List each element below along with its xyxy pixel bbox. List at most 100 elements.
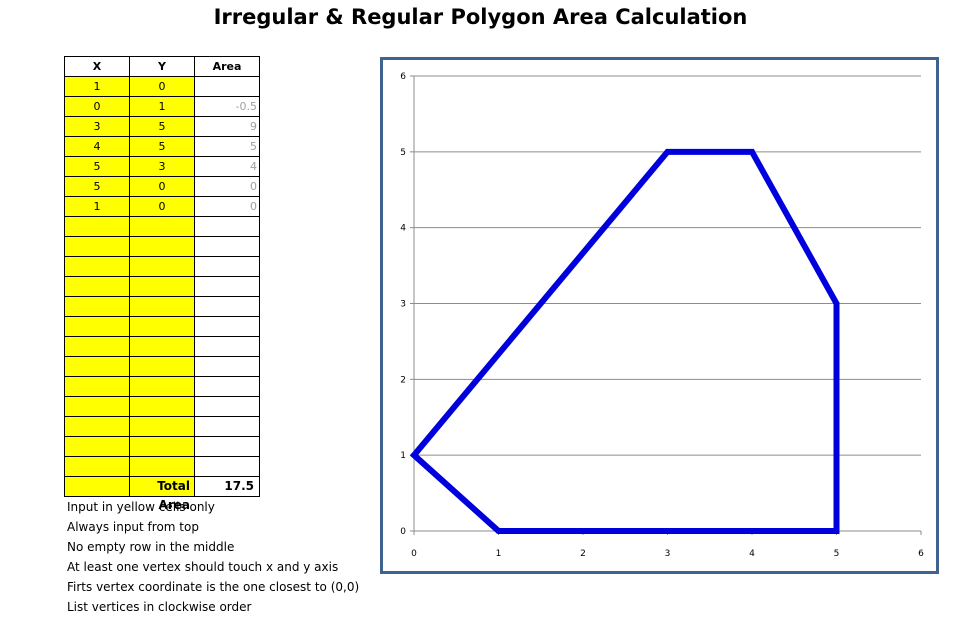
y-cell[interactable] xyxy=(129,216,195,237)
x-cell[interactable] xyxy=(64,436,130,457)
x-tick-label: 4 xyxy=(749,549,755,559)
table-row xyxy=(64,476,260,497)
x-cell[interactable] xyxy=(64,456,130,477)
instruction-line: List vertices in clockwise order xyxy=(67,600,252,614)
table-row xyxy=(64,236,260,257)
x-cell[interactable] xyxy=(64,256,130,277)
area-cell xyxy=(194,296,260,317)
x-cell[interactable] xyxy=(64,416,130,437)
x-cell[interactable]: 1 xyxy=(64,196,130,217)
x-cell[interactable] xyxy=(64,396,130,417)
y-cell[interactable]: 5 xyxy=(129,116,195,137)
area-cell xyxy=(194,316,260,337)
area-cell xyxy=(194,216,260,237)
vertex-point xyxy=(664,148,671,155)
page-title: Irregular & Regular Polygon Area Calcula… xyxy=(213,5,748,29)
area-cell xyxy=(194,456,260,477)
y-cell[interactable] xyxy=(129,456,195,477)
y-cell[interactable] xyxy=(129,236,195,257)
x-tick-label: 0 xyxy=(411,549,417,559)
instruction-line: No empty row in the middle xyxy=(67,540,235,554)
y-tick-label: 5 xyxy=(400,148,406,158)
x-cell[interactable] xyxy=(64,356,130,377)
y-cell[interactable]: 1 xyxy=(129,96,195,117)
x-cell[interactable]: 1 xyxy=(64,76,130,97)
x-tick-label: 2 xyxy=(580,549,586,559)
vertex-point xyxy=(833,300,840,307)
area-cell xyxy=(194,256,260,277)
y-tick-label: 6 xyxy=(400,72,406,82)
vertex-point xyxy=(749,148,755,155)
chart-plot: 0 1 2 3 4 5 6 0 1 2 3 4 5 6 xyxy=(400,72,924,559)
table-row xyxy=(64,316,260,337)
area-cell: 5 xyxy=(194,136,260,157)
y-cell[interactable] xyxy=(129,296,195,317)
x-cell[interactable] xyxy=(64,276,130,297)
table-body: 1 0 0 1 -0.5 3 5 9 4 5 5 5 3 4 5 0 0 1 0 0 xyxy=(64,76,260,497)
table-row xyxy=(64,276,260,297)
polygon-outline xyxy=(409,148,840,534)
y-cell[interactable]: 0 xyxy=(129,196,195,217)
y-cell[interactable]: 0 xyxy=(129,76,195,97)
table-row xyxy=(64,256,260,277)
y-tick-label: 1 xyxy=(400,451,406,461)
x-cell[interactable]: 0 xyxy=(64,96,130,117)
y-cell[interactable] xyxy=(129,376,195,397)
area-cell xyxy=(194,416,260,437)
y-tick-label: 4 xyxy=(400,224,406,234)
instruction-line: Firts vertex coordinate is the one close… xyxy=(67,580,360,594)
table-row xyxy=(64,456,260,477)
table-row xyxy=(64,396,260,417)
vertex-table: X Y Area 1 0 0 1 -0.5 3 5 9 4 5 5 5 3 4 5 0 0 1 0 0 xyxy=(64,56,260,497)
y-tick-label: 2 xyxy=(400,375,406,385)
x-cell[interactable]: 3 xyxy=(64,116,130,137)
x-cell[interactable] xyxy=(64,476,130,497)
x-tick-label: 3 xyxy=(665,549,671,559)
y-cell[interactable] xyxy=(129,256,195,277)
area-cell xyxy=(194,76,260,97)
x-cell[interactable] xyxy=(64,376,130,397)
vertex-point xyxy=(411,452,417,459)
area-cell xyxy=(194,396,260,417)
area-cell xyxy=(194,476,260,497)
table-row xyxy=(64,216,260,237)
area-cell xyxy=(194,236,260,257)
y-cell[interactable] xyxy=(129,356,195,377)
y-cell[interactable] xyxy=(129,416,195,437)
area-cell xyxy=(194,376,260,397)
x-cell[interactable] xyxy=(64,336,130,357)
area-cell: 0 xyxy=(194,176,260,197)
x-cell[interactable] xyxy=(64,236,130,257)
area-cell xyxy=(194,276,260,297)
total-row: Total Area 17.5 xyxy=(64,477,256,512)
area-cell: 4 xyxy=(194,156,260,177)
x-cell[interactable]: 5 xyxy=(64,156,130,177)
polygon-chart[interactable]: 0 1 2 3 4 5 6 0 1 2 3 4 5 6 xyxy=(380,57,939,574)
x-cell[interactable] xyxy=(64,316,130,337)
y-cell[interactable] xyxy=(129,276,195,297)
y-cell[interactable]: 3 xyxy=(129,156,195,177)
total-area-label: Total Area xyxy=(157,479,190,512)
y-cell[interactable] xyxy=(129,476,195,497)
instruction-line: Always input from top xyxy=(67,520,199,534)
y-cell[interactable]: 5 xyxy=(129,136,195,157)
x-cell[interactable] xyxy=(64,296,130,317)
x-cell[interactable] xyxy=(64,216,130,237)
x-cell[interactable]: 5 xyxy=(64,176,130,197)
area-cell: 0 xyxy=(194,196,260,217)
instruction-line: At least one vertex should touch x and y… xyxy=(67,560,339,574)
y-cell[interactable] xyxy=(129,396,195,417)
y-tick-label: 0 xyxy=(400,527,406,537)
y-cell[interactable] xyxy=(129,336,195,357)
table-header-row: X Y Area xyxy=(64,56,260,77)
y-cell[interactable] xyxy=(129,436,195,457)
y-cell[interactable]: 0 xyxy=(129,176,195,197)
area-cell: -0.5 xyxy=(194,96,260,117)
x-cell[interactable]: 4 xyxy=(64,136,130,157)
y-cell[interactable] xyxy=(129,316,195,337)
table-row xyxy=(64,296,260,317)
